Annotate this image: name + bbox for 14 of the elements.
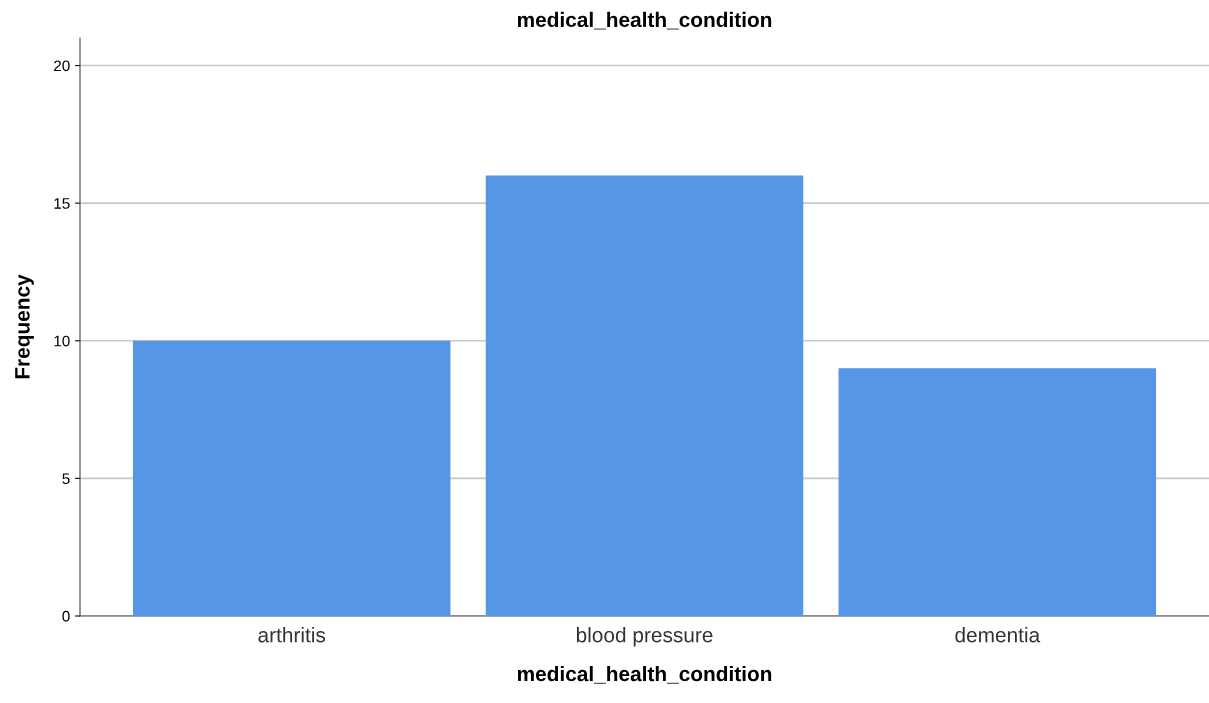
x-tick-label: arthritis bbox=[258, 627, 326, 643]
y-tick-label: 0 bbox=[62, 610, 70, 622]
bar bbox=[838, 368, 1157, 616]
x-tick-label: dementia bbox=[955, 627, 1041, 643]
bar bbox=[132, 340, 451, 616]
y-tick-label: 20 bbox=[54, 60, 70, 72]
chart-title: medical_health_condition bbox=[517, 11, 772, 30]
x-axis-title: medical_health_condition bbox=[517, 665, 772, 684]
y-tick-label: 5 bbox=[62, 473, 70, 485]
bar bbox=[485, 175, 804, 616]
x-tick-label: blood pressure bbox=[576, 627, 713, 647]
y-tick-label: 15 bbox=[54, 198, 70, 209]
y-axis-title: Frequency bbox=[15, 274, 34, 379]
y-tick-label: 10 bbox=[54, 335, 70, 347]
